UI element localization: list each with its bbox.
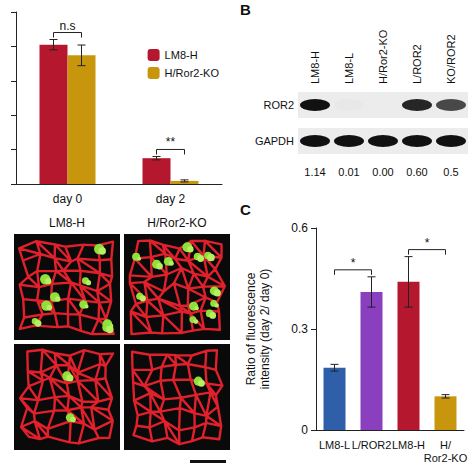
svg-text:Ratio of fluorescence: Ratio of fluorescence (244, 272, 258, 385)
svg-text:L/ROR2: L/ROR2 (411, 44, 423, 84)
svg-text:LM8-H: LM8-H (392, 439, 425, 451)
svg-text:0.00: 0.00 (372, 166, 393, 178)
svg-text:LM8-L: LM8-L (319, 439, 350, 451)
svg-text:1.14: 1.14 (304, 166, 325, 178)
svg-text:day 2: day 2 (156, 192, 186, 206)
svg-text:0.60: 0.60 (406, 166, 427, 178)
svg-text:H/Ror2-KO: H/Ror2-KO (147, 216, 206, 230)
svg-text:LM8-H: LM8-H (49, 216, 85, 230)
svg-text:intensity (day 2/ day 0): intensity (day 2/ day 0) (258, 269, 272, 390)
svg-text:H/Ror2-KO: H/Ror2-KO (377, 29, 389, 84)
svg-text:H/: H/ (440, 439, 452, 451)
svg-text:Ror2-KO: Ror2-KO (424, 452, 468, 464)
svg-text:0.3: 0.3 (291, 322, 308, 336)
svg-text:LM8-H: LM8-H (165, 49, 198, 61)
svg-text:H/Ror2-KO: H/Ror2-KO (165, 67, 220, 79)
svg-text:0: 0 (301, 423, 308, 437)
svg-text:*: * (425, 236, 430, 250)
svg-text:0.5: 0.5 (443, 166, 458, 178)
svg-text:0.01: 0.01 (338, 166, 359, 178)
svg-text:ROR2: ROR2 (263, 99, 294, 111)
svg-text:L/ROR2: L/ROR2 (352, 439, 392, 451)
svg-text:KO/ROR2: KO/ROR2 (445, 34, 457, 84)
svg-text:LM8-H: LM8-H (309, 51, 321, 84)
svg-text:**: ** (166, 135, 176, 149)
svg-text:LM8-L: LM8-L (343, 53, 355, 84)
svg-text:n.s: n.s (59, 19, 75, 33)
svg-text:0.6: 0.6 (291, 221, 308, 235)
svg-text:day 0: day 0 (53, 192, 83, 206)
svg-text:GAPDH: GAPDH (255, 135, 294, 147)
svg-text:*: * (351, 256, 356, 270)
svg-text:C: C (240, 201, 251, 218)
svg-text:B: B (240, 1, 251, 18)
